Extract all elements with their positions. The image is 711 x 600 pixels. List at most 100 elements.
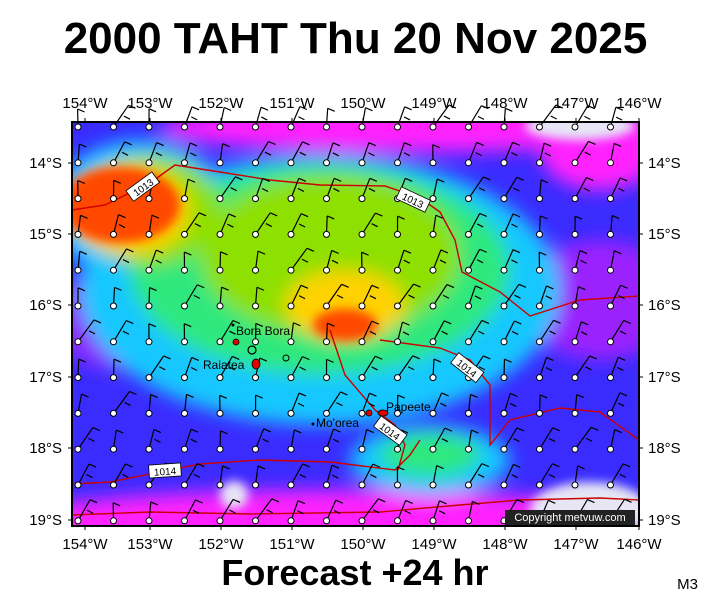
station-circle xyxy=(216,374,224,382)
station-circle xyxy=(252,445,259,453)
wind-barb xyxy=(181,142,198,167)
wind-barb xyxy=(536,215,548,238)
station-circle xyxy=(465,195,472,203)
wind-barb xyxy=(287,284,309,310)
wind-barb xyxy=(571,426,599,453)
station-circle xyxy=(287,123,295,131)
wind-barb xyxy=(607,142,622,167)
longitude-label: 148°W xyxy=(482,95,528,112)
wind-barb xyxy=(110,141,132,167)
station-circle xyxy=(110,374,117,382)
station-circle xyxy=(500,445,508,453)
station-circle xyxy=(216,409,224,417)
wind-barb xyxy=(536,356,554,382)
station-circle xyxy=(145,123,153,131)
station-circle xyxy=(536,445,543,453)
wind-barb xyxy=(571,355,597,382)
longitude-label: 148°W xyxy=(482,536,528,553)
wind-barb xyxy=(465,141,484,167)
station-circle xyxy=(607,409,614,417)
island-small-1 xyxy=(231,323,235,327)
station-circle xyxy=(465,481,472,489)
station-circle xyxy=(500,338,508,346)
wind-barb xyxy=(394,106,412,131)
station-circle xyxy=(500,195,508,203)
station-circle xyxy=(394,409,401,417)
wind-barb xyxy=(536,463,560,489)
wind-barb xyxy=(323,249,339,274)
longitude-label: 153°W xyxy=(127,536,173,553)
wind-barb xyxy=(216,498,241,525)
wind-barb xyxy=(287,247,315,274)
wind-barb xyxy=(216,319,241,346)
station-circle xyxy=(181,159,188,167)
station-circle xyxy=(571,338,579,346)
isobar-line xyxy=(379,339,639,447)
latitude-label: 16°S xyxy=(29,297,62,314)
station-circle xyxy=(358,195,366,203)
wind-barb xyxy=(607,429,622,453)
wind-barb xyxy=(181,356,199,382)
station-circle xyxy=(429,302,437,310)
station-circle xyxy=(74,266,82,274)
longitude-label: 146°W xyxy=(616,95,662,112)
station-circle xyxy=(216,445,224,453)
latitude-label: 15°S xyxy=(29,226,62,243)
station-circle xyxy=(500,123,508,131)
latitude-label: 16°S xyxy=(648,297,681,314)
wind-barb xyxy=(323,391,348,417)
wind-barb xyxy=(536,285,554,310)
wind-barb xyxy=(429,392,449,417)
wind-barb xyxy=(181,178,196,203)
longitude-label: 154°W xyxy=(62,95,108,112)
wind-barb xyxy=(110,179,121,203)
wind-barb xyxy=(110,463,133,489)
station-circle xyxy=(500,302,508,310)
wind-barb xyxy=(110,502,121,525)
wind-barb xyxy=(74,499,98,525)
field-clear-s xyxy=(220,481,248,509)
wind-barb xyxy=(181,428,199,453)
station-circle xyxy=(571,445,579,453)
wind-barb xyxy=(110,104,136,131)
station-circle xyxy=(394,374,401,382)
station-circle xyxy=(465,409,472,417)
wind-barb xyxy=(181,284,205,310)
wind-barb xyxy=(465,176,491,203)
wind-barb xyxy=(145,141,164,167)
station-circle xyxy=(358,374,366,382)
wind-barb xyxy=(287,213,309,238)
wind-barb xyxy=(287,141,310,167)
station-circle xyxy=(323,159,330,167)
latitude-label: 14°S xyxy=(648,155,681,172)
wind-barb xyxy=(607,215,620,238)
station-circle xyxy=(429,517,437,525)
forecast-label: Forecast +24 hr xyxy=(221,552,489,593)
station-circle xyxy=(252,409,259,417)
wind-barb xyxy=(74,463,97,489)
station-circle xyxy=(181,123,188,131)
longitude-label: 154°W xyxy=(62,536,108,553)
isobar-line xyxy=(72,439,421,485)
station-circle xyxy=(287,338,295,346)
island-small-2 xyxy=(311,422,315,426)
station-circle xyxy=(74,123,82,131)
wind-barb xyxy=(536,142,552,167)
wind-barb xyxy=(607,392,628,417)
station-circle xyxy=(323,302,330,310)
wind-barb xyxy=(145,501,159,525)
wind-barb xyxy=(571,140,596,167)
wind-barb xyxy=(181,251,192,274)
wind-barb xyxy=(394,394,405,417)
station-circle xyxy=(571,230,579,238)
station-circle xyxy=(607,123,614,131)
map-title: 2000 TAHT Thu 20 Nov 2025 xyxy=(63,14,648,63)
wind-barb xyxy=(216,430,228,453)
wind-barb xyxy=(323,283,349,310)
wind-barb xyxy=(110,429,124,453)
wind-barb xyxy=(358,429,374,453)
station-circle xyxy=(323,409,330,417)
station-circle xyxy=(145,374,153,382)
wind-barb xyxy=(74,426,101,453)
